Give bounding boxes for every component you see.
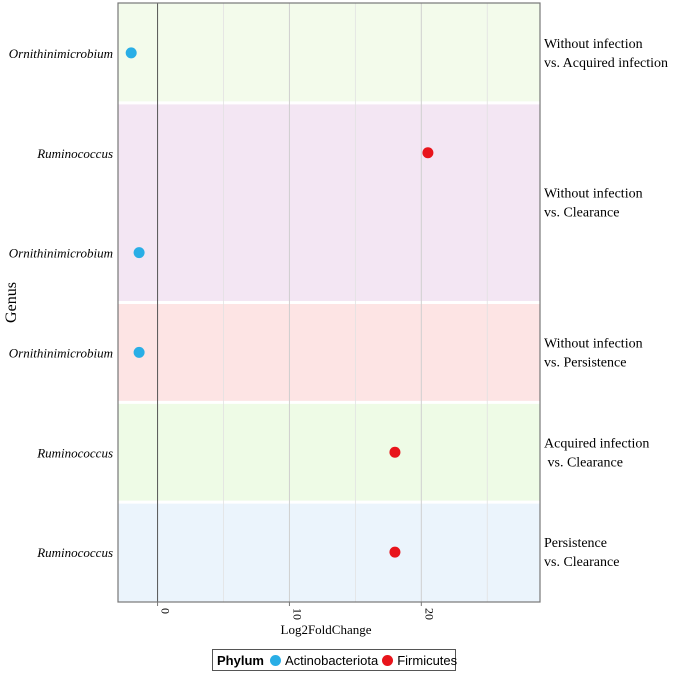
legend-item-actinobacteriota: Actinobacteriota: [269, 652, 379, 668]
legend-title: Phylum: [217, 652, 264, 668]
group-label-line1: Persistence: [544, 536, 607, 551]
genus-label: Ornithinimicrobium: [9, 345, 113, 360]
x-tick-label: 10: [290, 608, 304, 620]
legend-label-firmicutes: Firmicutes: [397, 652, 458, 668]
data-point: [389, 546, 401, 558]
panel-border: [117, 2, 541, 603]
genus-label: Ornithinimicrobium: [9, 246, 113, 261]
group-band: [118, 102, 540, 303]
x-axis-title: Log2FoldChange: [281, 622, 372, 637]
group-label-line2: vs. Clearance: [544, 555, 619, 570]
genus-label: Ruminococcus: [36, 146, 113, 161]
group-label-line1: Without infection: [544, 187, 643, 202]
data-point: [133, 247, 145, 259]
y-axis-title: Genus: [3, 282, 20, 323]
legend-item-firmicutes: Firmicutes: [382, 653, 457, 668]
genus-label: Ornithinimicrobium: [9, 46, 113, 61]
data-point: [422, 147, 434, 159]
group-label-line2: vs. Persistence: [544, 355, 626, 370]
group-label-line1: Without infection: [544, 336, 643, 351]
data-point: [389, 446, 401, 458]
genus-label: Ruminococcus: [36, 545, 113, 560]
x-tick-label: 20: [422, 608, 436, 620]
legend-swatch-actinobacteriota: [269, 654, 281, 666]
legend: Phylum Actinobacteriota Firmicutes: [212, 649, 457, 671]
group-band: [118, 502, 540, 602]
group-label-line2: vs. Clearance: [544, 455, 623, 470]
group-label-line1: Without infection: [544, 37, 643, 52]
genus-label: Ruminococcus: [36, 445, 113, 460]
group-band: [118, 3, 540, 103]
legend-swatch-firmicutes: [382, 654, 394, 666]
group-label-line2: vs. Clearance: [544, 206, 619, 221]
data-point: [133, 346, 145, 358]
data-point: [125, 47, 137, 59]
x-tick-label: 0: [159, 608, 173, 614]
group-label-line1: Acquired infection: [544, 436, 649, 451]
group-band: [118, 302, 540, 403]
group-label-line2: vs. Acquired infection: [544, 56, 668, 71]
group-band: [118, 402, 540, 503]
legend-label-actinobacteriota: Actinobacteriota: [284, 652, 379, 668]
